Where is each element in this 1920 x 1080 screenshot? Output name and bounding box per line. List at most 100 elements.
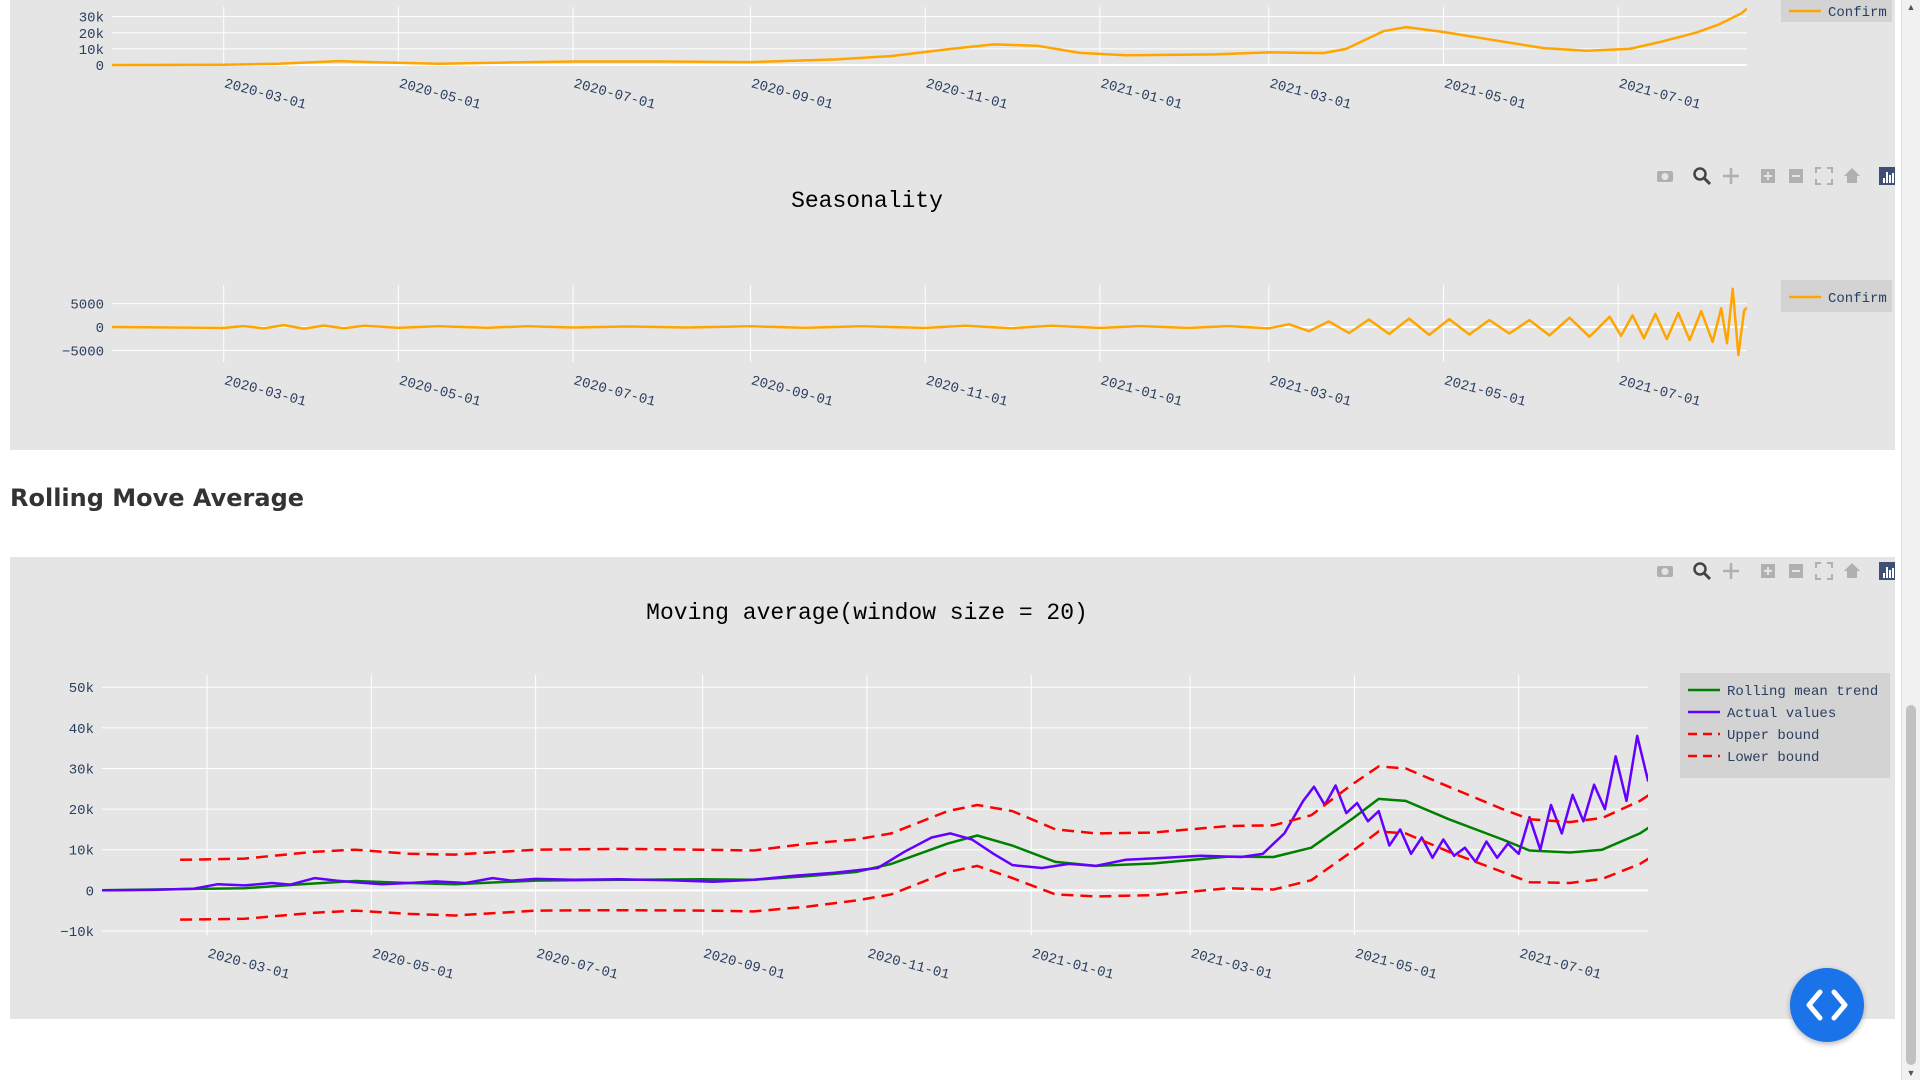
scroll-down-icon[interactable]: ▼ <box>1906 1068 1916 1078</box>
x-tick-label: 2021-05-01 <box>1353 946 1438 983</box>
x-tick-label: 2020-03-01 <box>222 76 307 113</box>
page-scrollbar[interactable]: ▲ ▼ <box>1901 0 1920 1080</box>
pan-icon[interactable] <box>1723 563 1739 579</box>
x-tick-label: 2020-09-01 <box>749 373 834 410</box>
x-tick-label: 2021-01-01 <box>1030 946 1115 983</box>
zoom-out-icon[interactable] <box>1789 169 1803 183</box>
moving-average-chart-panel: 2020-03-01 2020-05-01 2020-07-01 2020-09-01… <box>10 557 1895 1019</box>
pan-cross <box>1723 563 1739 579</box>
legend-label: Confirm <box>1828 5 1887 21</box>
zoom-in-icon[interactable] <box>1761 564 1775 578</box>
legend-box <box>1781 0 1892 22</box>
scrollbar-thumb[interactable] <box>1906 705 1916 1065</box>
zoom-in-icon[interactable] <box>1761 169 1775 183</box>
plotly-logo-icon[interactable] <box>1879 167 1895 185</box>
series-line-lower-bound <box>180 830 1648 921</box>
y-tick-label: 0 <box>96 321 104 337</box>
home-shape <box>1844 168 1860 183</box>
x-tick-label: 2021-01-01 <box>1099 373 1184 410</box>
zoom-out-icon[interactable] <box>1789 564 1803 578</box>
plotly-bar-0 <box>1883 573 1885 578</box>
zoom-handle <box>1702 571 1712 581</box>
zoom-lens <box>1693 562 1707 576</box>
y-tick-label: 30k <box>69 762 94 778</box>
autoscale-icon[interactable] <box>1815 562 1833 580</box>
series-line-upper-bound <box>180 765 1648 862</box>
moving-average-svg: 2020-03-01 2020-05-01 2020-07-01 2020-09-01… <box>60 562 1895 984</box>
seasonality-gridlines <box>112 285 1747 362</box>
section-heading: Rolling Move Average <box>10 484 305 512</box>
legend-label: Upper bound <box>1727 728 1819 744</box>
x-tick-label: 2021-07-01 <box>1517 946 1602 983</box>
plotly-bar-3 <box>1892 568 1894 578</box>
x-tick-label: 2021-07-01 <box>1617 76 1702 113</box>
y-tick-label: 10k <box>79 43 104 59</box>
x-tick-label: 2021-03-01 <box>1268 373 1353 410</box>
x-tick-label: 2020-03-01 <box>222 373 307 410</box>
x-tick-label: 2020-09-01 <box>749 76 834 113</box>
x-tick-label: 2020-11-01 <box>924 373 1009 410</box>
decomposition-svg: 2020-03-01 2020-05-01 2020-07-01 2020-09-01… <box>62 0 1895 411</box>
y-tick-label: 40k <box>69 722 94 738</box>
zoom-handle <box>1702 176 1712 186</box>
chart-title: Moving average(window size = 20) <box>646 600 1088 626</box>
zoom-lens <box>1693 167 1707 181</box>
home-shape <box>1844 563 1860 578</box>
y-tick-label: −5000 <box>62 344 104 360</box>
series-line-actual-values <box>102 734 1648 892</box>
legend-label: Rolling mean trend <box>1727 684 1878 700</box>
plotly-logo-icon[interactable] <box>1879 562 1895 580</box>
x-tick-label: 2020-09-01 <box>701 946 786 983</box>
decomposition-chart-panel: 2020-03-01 2020-05-01 2020-07-01 2020-09-01… <box>10 0 1895 450</box>
chart-title: Seasonality <box>791 188 943 214</box>
x-tick-label: 2021-01-01 <box>1099 76 1184 113</box>
seasonality-legend: Confirm <box>1781 280 1892 312</box>
y-tick-label: −10k <box>60 925 94 941</box>
x-tick-label: 2020-05-01 <box>397 373 482 410</box>
plotly-bar-1 <box>1886 172 1888 183</box>
x-tick-label: 2020-11-01 <box>924 76 1009 113</box>
plotly-bar-1 <box>1886 567 1888 578</box>
code-brackets-icon <box>1806 989 1848 1021</box>
zoom-icon[interactable] <box>1693 562 1712 581</box>
x-tick-label: 2020-03-01 <box>206 946 291 983</box>
x-tick-label: 2021-07-01 <box>1617 373 1702 410</box>
x-tick-label: 2021-03-01 <box>1268 76 1353 113</box>
camera-lens <box>1661 173 1669 180</box>
series-line-confirm <box>112 287 1747 357</box>
pan-icon[interactable] <box>1723 168 1739 184</box>
camera-lens <box>1661 568 1669 575</box>
y-tick-label: 0 <box>86 884 94 900</box>
y-tick-label: 0 <box>96 59 104 75</box>
plotly-bar-3 <box>1892 173 1894 183</box>
trend-gridlines <box>112 7 1747 66</box>
autoscale-icon[interactable] <box>1815 167 1833 185</box>
camera-icon[interactable] <box>1657 566 1673 577</box>
camera-icon[interactable] <box>1657 171 1673 182</box>
x-tick-label: 2020-05-01 <box>397 76 482 113</box>
legend-label: Actual values <box>1727 706 1836 722</box>
y-tick-label: 20k <box>79 27 104 43</box>
zoom-icon[interactable] <box>1693 167 1712 186</box>
autoscale-corners <box>1815 562 1833 580</box>
y-tick-label: 10k <box>69 844 94 860</box>
y-tick-label: 20k <box>69 803 94 819</box>
code-toggle-button[interactable] <box>1790 968 1864 1042</box>
y-tick-label: 50k <box>69 681 94 697</box>
x-tick-label: 2021-03-01 <box>1189 946 1274 983</box>
plotly-bar-2 <box>1889 570 1891 578</box>
x-tick-label: 2020-05-01 <box>370 946 455 983</box>
autoscale-corners <box>1815 167 1833 185</box>
reset-axes-icon[interactable] <box>1844 563 1860 578</box>
plotly-bar-0 <box>1883 178 1885 183</box>
legend-label: Lower bound <box>1727 750 1819 766</box>
x-tick-label: 2020-07-01 <box>534 946 619 983</box>
x-tick-label: 2020-11-01 <box>866 946 951 983</box>
x-tick-label: 2020-07-01 <box>572 76 657 113</box>
y-tick-label: 5000 <box>70 298 104 314</box>
series-line-confirm <box>112 7 1747 67</box>
reset-axes-icon[interactable] <box>1844 168 1860 183</box>
scroll-up-icon[interactable]: ▲ <box>1906 2 1916 12</box>
trend-legend: Confirm <box>1781 0 1892 22</box>
plotly-bar-2 <box>1889 175 1891 183</box>
